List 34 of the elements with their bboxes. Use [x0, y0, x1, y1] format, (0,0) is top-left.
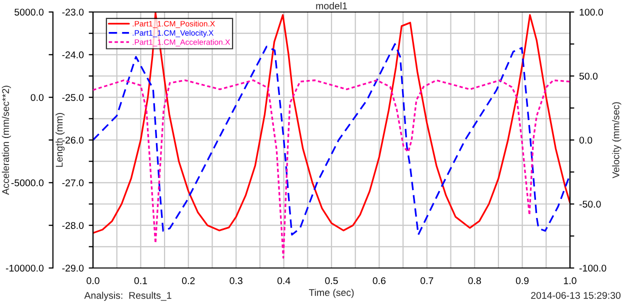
y3-tick-label: 5000.0 [14, 8, 44, 16]
y-tick-label: -27.0 [62, 179, 84, 186]
chart-title: model1 [316, 2, 347, 10]
x-tick-label: 0.0 [86, 277, 100, 284]
line-series [93, 79, 570, 259]
x-tick-label: 0.1 [134, 277, 147, 284]
y2-tick-label: 0.0 [579, 136, 592, 144]
y2-tick-label: -50.0 [579, 200, 601, 208]
x-tick-label: 0.9 [516, 277, 529, 284]
x-tick-label: 0.8 [468, 277, 481, 284]
text: 2014-06-13 15:29:30 [531, 292, 621, 299]
x-tick-label: 0.4 [277, 277, 290, 284]
x-axis-title: Time (sec) [308, 288, 354, 298]
y-tick-label: -25.0 [62, 94, 84, 101]
y3-tick-label: -10000.0 [6, 264, 44, 272]
y2-axis-title: Velocity (mm/sec) [612, 102, 622, 178]
y-tick-label: -26.0 [62, 136, 84, 144]
text: Analysis: Results_1 [84, 292, 172, 301]
x-tick-label: 0.5 [325, 277, 338, 284]
y2-tick-label: 100.0 [580, 8, 603, 16]
x-tick-label: 0.3 [230, 277, 242, 284]
y-tick-label: -28.0 [62, 222, 84, 229]
y-tick-label: -29.0 [62, 264, 84, 272]
y-tick-label: -24.0 [62, 51, 84, 58]
y2-tick-label: 50.0 [579, 72, 598, 80]
y3-axis-title: Acceleration (mm/sec**2) [2, 86, 11, 195]
y2-tick-label: -100.0 [579, 264, 606, 272]
x-tick-label: 0.6 [372, 277, 386, 284]
x-tick-label: 0.7 [420, 277, 434, 284]
y3-tick-label: -5000.0 [11, 179, 44, 186]
y3-tick-label: 0.0 [30, 94, 44, 101]
x-tick-label: 0.2 [182, 277, 195, 284]
x-tick-label: 1.0 [564, 277, 576, 284]
y-tick-label: -23.0 [62, 8, 84, 16]
